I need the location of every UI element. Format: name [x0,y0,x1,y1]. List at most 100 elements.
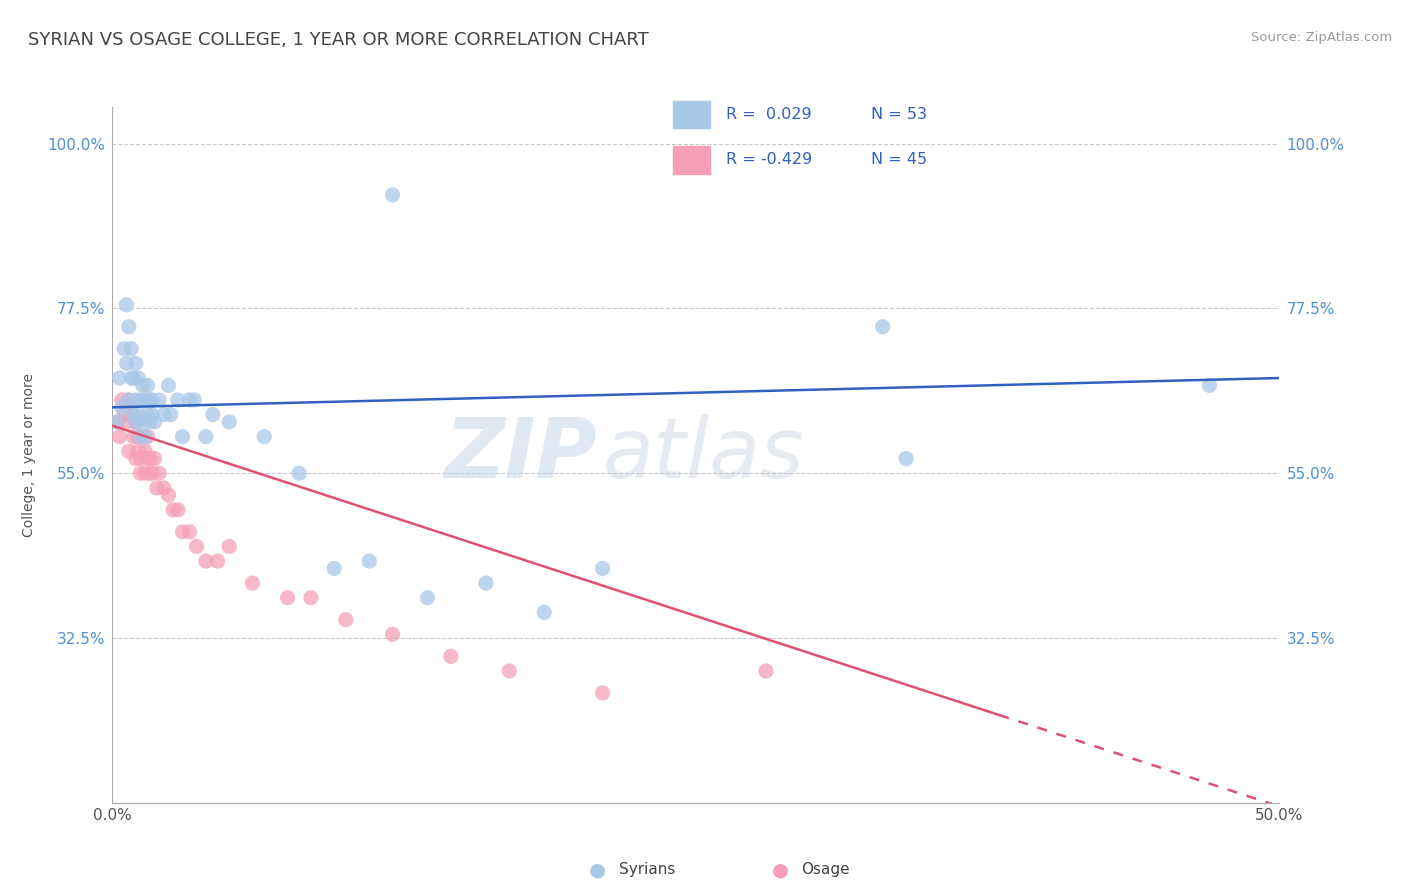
Point [115,298,138,312]
Point [120,371,142,385]
Point [141,392,163,407]
Point [125,356,148,370]
Point [105,415,128,429]
Point [359,554,381,568]
Text: ZIP: ZIP [444,415,596,495]
Point [127,429,149,443]
Point [118,392,141,407]
Point [162,503,184,517]
Point [132,429,155,443]
Point [122,371,145,385]
Text: R =  0.029: R = 0.029 [725,107,811,122]
Point [129,429,152,443]
Point [112,342,135,356]
Point [157,488,180,502]
Point [127,371,149,385]
Point [125,415,148,429]
Point [183,392,205,407]
Point [533,606,555,620]
Point [335,613,357,627]
Point [186,540,208,554]
Point [136,408,159,422]
Point [872,319,894,334]
Point [166,392,188,407]
Point [129,451,152,466]
Point [288,467,311,481]
Point [134,392,156,407]
Point [194,554,217,568]
Point [111,401,134,415]
Text: SYRIAN VS OSAGE COLLEGE, 1 YEAR OR MORE CORRELATION CHART: SYRIAN VS OSAGE COLLEGE, 1 YEAR OR MORE … [28,31,650,49]
Point [141,408,163,422]
Point [139,392,162,407]
Point [136,451,159,466]
Point [381,188,404,202]
Point [592,686,614,700]
Point [118,319,141,334]
Point [125,451,148,466]
Point [134,467,156,481]
Point [134,444,156,458]
Point [381,627,404,641]
Point [127,444,149,458]
Point [136,378,159,392]
Point [160,408,183,422]
Point [115,415,138,429]
Point [146,481,169,495]
Point [118,392,141,407]
Point [143,451,166,466]
Point [136,429,159,443]
Point [120,342,142,356]
Text: Syrians: Syrians [619,863,675,877]
Point [416,591,439,605]
Point [120,408,142,422]
Point [172,429,194,443]
Point [112,408,135,422]
Point [132,415,155,429]
Point [755,664,778,678]
Point [276,591,298,605]
Point [242,576,264,591]
Point [218,415,240,429]
Bar [673,101,710,128]
Point [105,415,128,429]
Point [201,408,224,422]
Point [139,451,162,466]
Y-axis label: College, 1 year or more: College, 1 year or more [22,373,37,537]
Point [207,554,229,568]
Point [894,451,917,466]
Point [179,392,201,407]
Point [141,467,163,481]
Point [108,429,131,443]
Point [440,649,463,664]
Point [122,408,145,422]
Point [125,392,148,407]
Point [115,356,138,370]
Point [125,415,148,429]
Point [127,408,149,422]
Point [129,467,152,481]
Point [148,467,170,481]
Point [153,408,176,422]
Point [157,378,180,392]
Point [139,415,162,429]
Point [253,429,276,443]
Text: ●: ● [589,860,606,880]
Text: R = -0.429: R = -0.429 [725,153,813,168]
Point [299,591,322,605]
Point [323,561,346,575]
Point [592,561,614,575]
Text: ●: ● [772,860,789,880]
Point [132,378,155,392]
Point [139,467,162,481]
Point [194,429,217,443]
Point [143,415,166,429]
Point [218,540,240,554]
Point [166,503,188,517]
Point [111,392,134,407]
Text: Source: ZipAtlas.com: Source: ZipAtlas.com [1251,31,1392,45]
Point [172,524,194,539]
Point [179,524,201,539]
Point [108,371,131,385]
Text: Osage: Osage [801,863,851,877]
